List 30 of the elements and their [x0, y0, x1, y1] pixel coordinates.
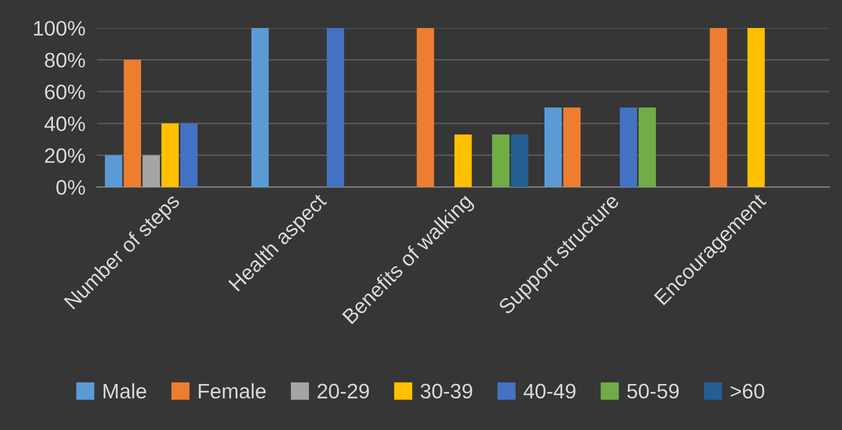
bar — [563, 108, 581, 188]
bar — [251, 28, 269, 188]
y-tick-label: 60% — [45, 84, 85, 100]
legend-label: >60 — [730, 384, 764, 399]
bar — [326, 28, 344, 188]
legend-label: Female — [198, 383, 266, 399]
bar — [510, 134, 528, 188]
bar — [710, 28, 728, 188]
bar — [180, 123, 198, 188]
legend-label: 50-59 — [627, 384, 679, 399]
bar — [142, 155, 160, 188]
y-tick-label: 0% — [56, 180, 85, 195]
y-tick-label: 100% — [34, 20, 85, 36]
legend-label: 40-49 — [524, 384, 576, 399]
y-tick-label: 20% — [45, 148, 85, 163]
bar — [492, 134, 510, 188]
bar — [104, 155, 122, 188]
legend-label: Male — [104, 383, 146, 399]
bar — [544, 108, 562, 188]
bar — [161, 123, 179, 188]
bar — [620, 108, 638, 188]
y-tick-label: 80% — [44, 52, 85, 68]
bar — [416, 28, 434, 188]
bar — [124, 60, 142, 188]
legend-label: 30-39 — [420, 384, 472, 399]
bar — [638, 108, 656, 188]
legend-label: 20-29 — [318, 384, 369, 399]
bar — [454, 134, 472, 188]
bar — [747, 28, 765, 188]
y-tick-label: 40% — [44, 116, 85, 132]
